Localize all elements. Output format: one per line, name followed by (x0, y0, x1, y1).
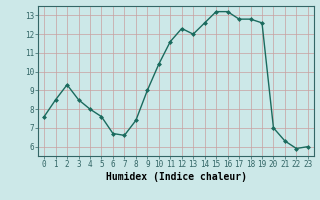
X-axis label: Humidex (Indice chaleur): Humidex (Indice chaleur) (106, 172, 246, 182)
